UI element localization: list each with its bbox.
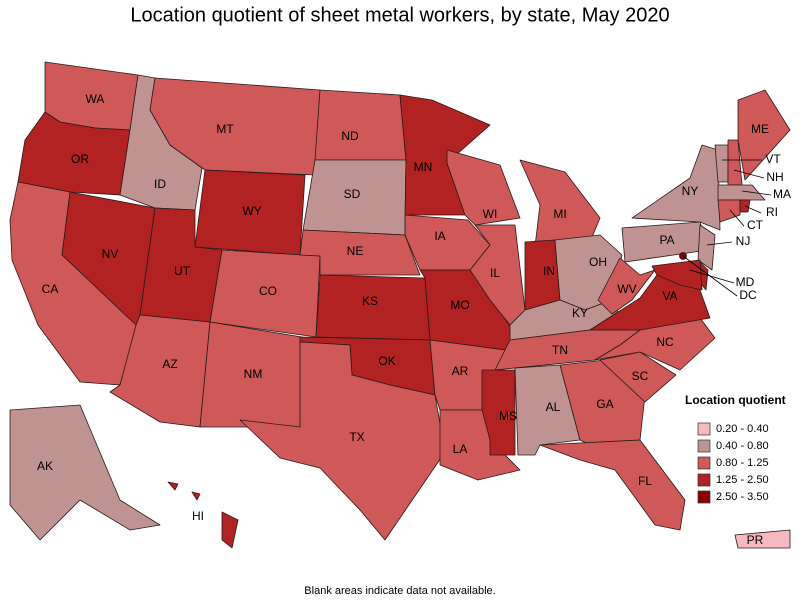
state-shape (221, 511, 239, 549)
legend: 0.20 - 0.40 0.40 - 0.80 0.80 - 1.25 1.25 - … (697, 422, 769, 504)
state-label: MN (414, 160, 433, 174)
map-title: Location quotient of sheet metal workers… (130, 4, 669, 26)
state-shape (9, 404, 161, 541)
state-label: UT (174, 264, 191, 278)
state-label: LA (453, 442, 468, 456)
state-label: CT (747, 218, 764, 232)
state-label: MD (736, 275, 755, 289)
state-label: WY (242, 204, 261, 218)
state-label: NC (656, 335, 674, 349)
states (9, 61, 791, 549)
state-label: VT (765, 152, 781, 166)
state-label: MI (553, 207, 566, 221)
state-label: VA (662, 289, 677, 303)
state-label: SD (344, 187, 361, 201)
state-shape (539, 439, 686, 531)
state-label: OK (378, 354, 395, 368)
state-shape (717, 199, 741, 223)
leader-line (733, 169, 765, 179)
leader-line (689, 269, 735, 284)
leader-line (706, 241, 733, 246)
state-label: FL (638, 474, 652, 488)
state-label: DC (739, 288, 757, 302)
state-label: AZ (162, 357, 177, 371)
state-shape (314, 89, 407, 161)
leader-line (741, 190, 772, 196)
state-label: IL (490, 266, 500, 280)
state-label: ME (751, 122, 769, 136)
state-label: MA (773, 187, 791, 201)
state-label: OR (71, 152, 89, 166)
state-label: SC (632, 369, 649, 383)
leader-line (729, 209, 745, 227)
state-shape (734, 529, 791, 549)
state-label: ND (341, 129, 359, 143)
state-label: IN (543, 264, 555, 278)
state-label: CO (259, 284, 277, 298)
state-label: MT (216, 122, 234, 136)
state-label: GA (596, 397, 613, 411)
state-label: OH (589, 255, 607, 269)
footnote: Blank areas indicate data not available. (304, 585, 495, 597)
state-label: AK (37, 459, 53, 473)
state-label: IA (434, 229, 445, 243)
legend-label: 2.50 - 3.50 (716, 491, 769, 503)
state-label: NY (682, 184, 699, 198)
state-shape (469, 224, 526, 326)
state-label: NJ (736, 234, 751, 248)
state-label: MO (450, 298, 469, 312)
legend-swatch (697, 490, 711, 504)
state-label: AR (452, 364, 469, 378)
state-label: PA (659, 233, 674, 247)
state-label: TX (349, 430, 364, 444)
legend-label: 0.80 - 1.25 (716, 457, 769, 469)
state-label: NH (766, 170, 783, 184)
state-label: HI (192, 509, 204, 523)
state-label: KS (362, 294, 378, 308)
state-shape (594, 317, 716, 371)
state-label: NM (244, 367, 263, 381)
leader-line (682, 255, 738, 297)
legend-title: Location quotient (685, 393, 786, 407)
state-shape (239, 341, 446, 541)
leader-line (744, 205, 762, 214)
state-label: AL (546, 400, 561, 414)
state-shape (651, 259, 703, 291)
legend-swatch (697, 422, 711, 436)
state-shape (717, 184, 766, 201)
state-shape (697, 224, 716, 271)
state-label: TN (552, 343, 568, 357)
state-label: NV (102, 247, 119, 261)
state-shape (631, 144, 721, 231)
legend-label: 1.25 - 2.50 (716, 474, 769, 486)
legend-swatch (697, 439, 711, 453)
state-label: ID (154, 177, 166, 191)
state-label: NE (347, 244, 364, 258)
state-label: PR (747, 533, 764, 547)
state-label: KY (572, 306, 588, 320)
legend-swatch (697, 456, 711, 470)
legend-label: 0.40 - 0.80 (716, 440, 769, 452)
state-label: RI (766, 205, 778, 219)
state-label: MS (499, 409, 517, 423)
legend-label: 0.20 - 0.40 (716, 423, 769, 435)
state-label: WV (617, 282, 636, 296)
state-label: CA (42, 282, 59, 296)
state-label: WA (86, 92, 105, 106)
state-shape (191, 491, 201, 501)
state-label: WI (483, 207, 498, 221)
state-shape (737, 89, 791, 181)
legend-swatch (697, 473, 711, 487)
state-shape (167, 481, 179, 491)
state-labels: WA OR CA NV ID MT WY UT AZ CO NM ND SD NE KS OK TX MN IA MO… (37, 92, 791, 547)
state-shape (519, 159, 601, 247)
